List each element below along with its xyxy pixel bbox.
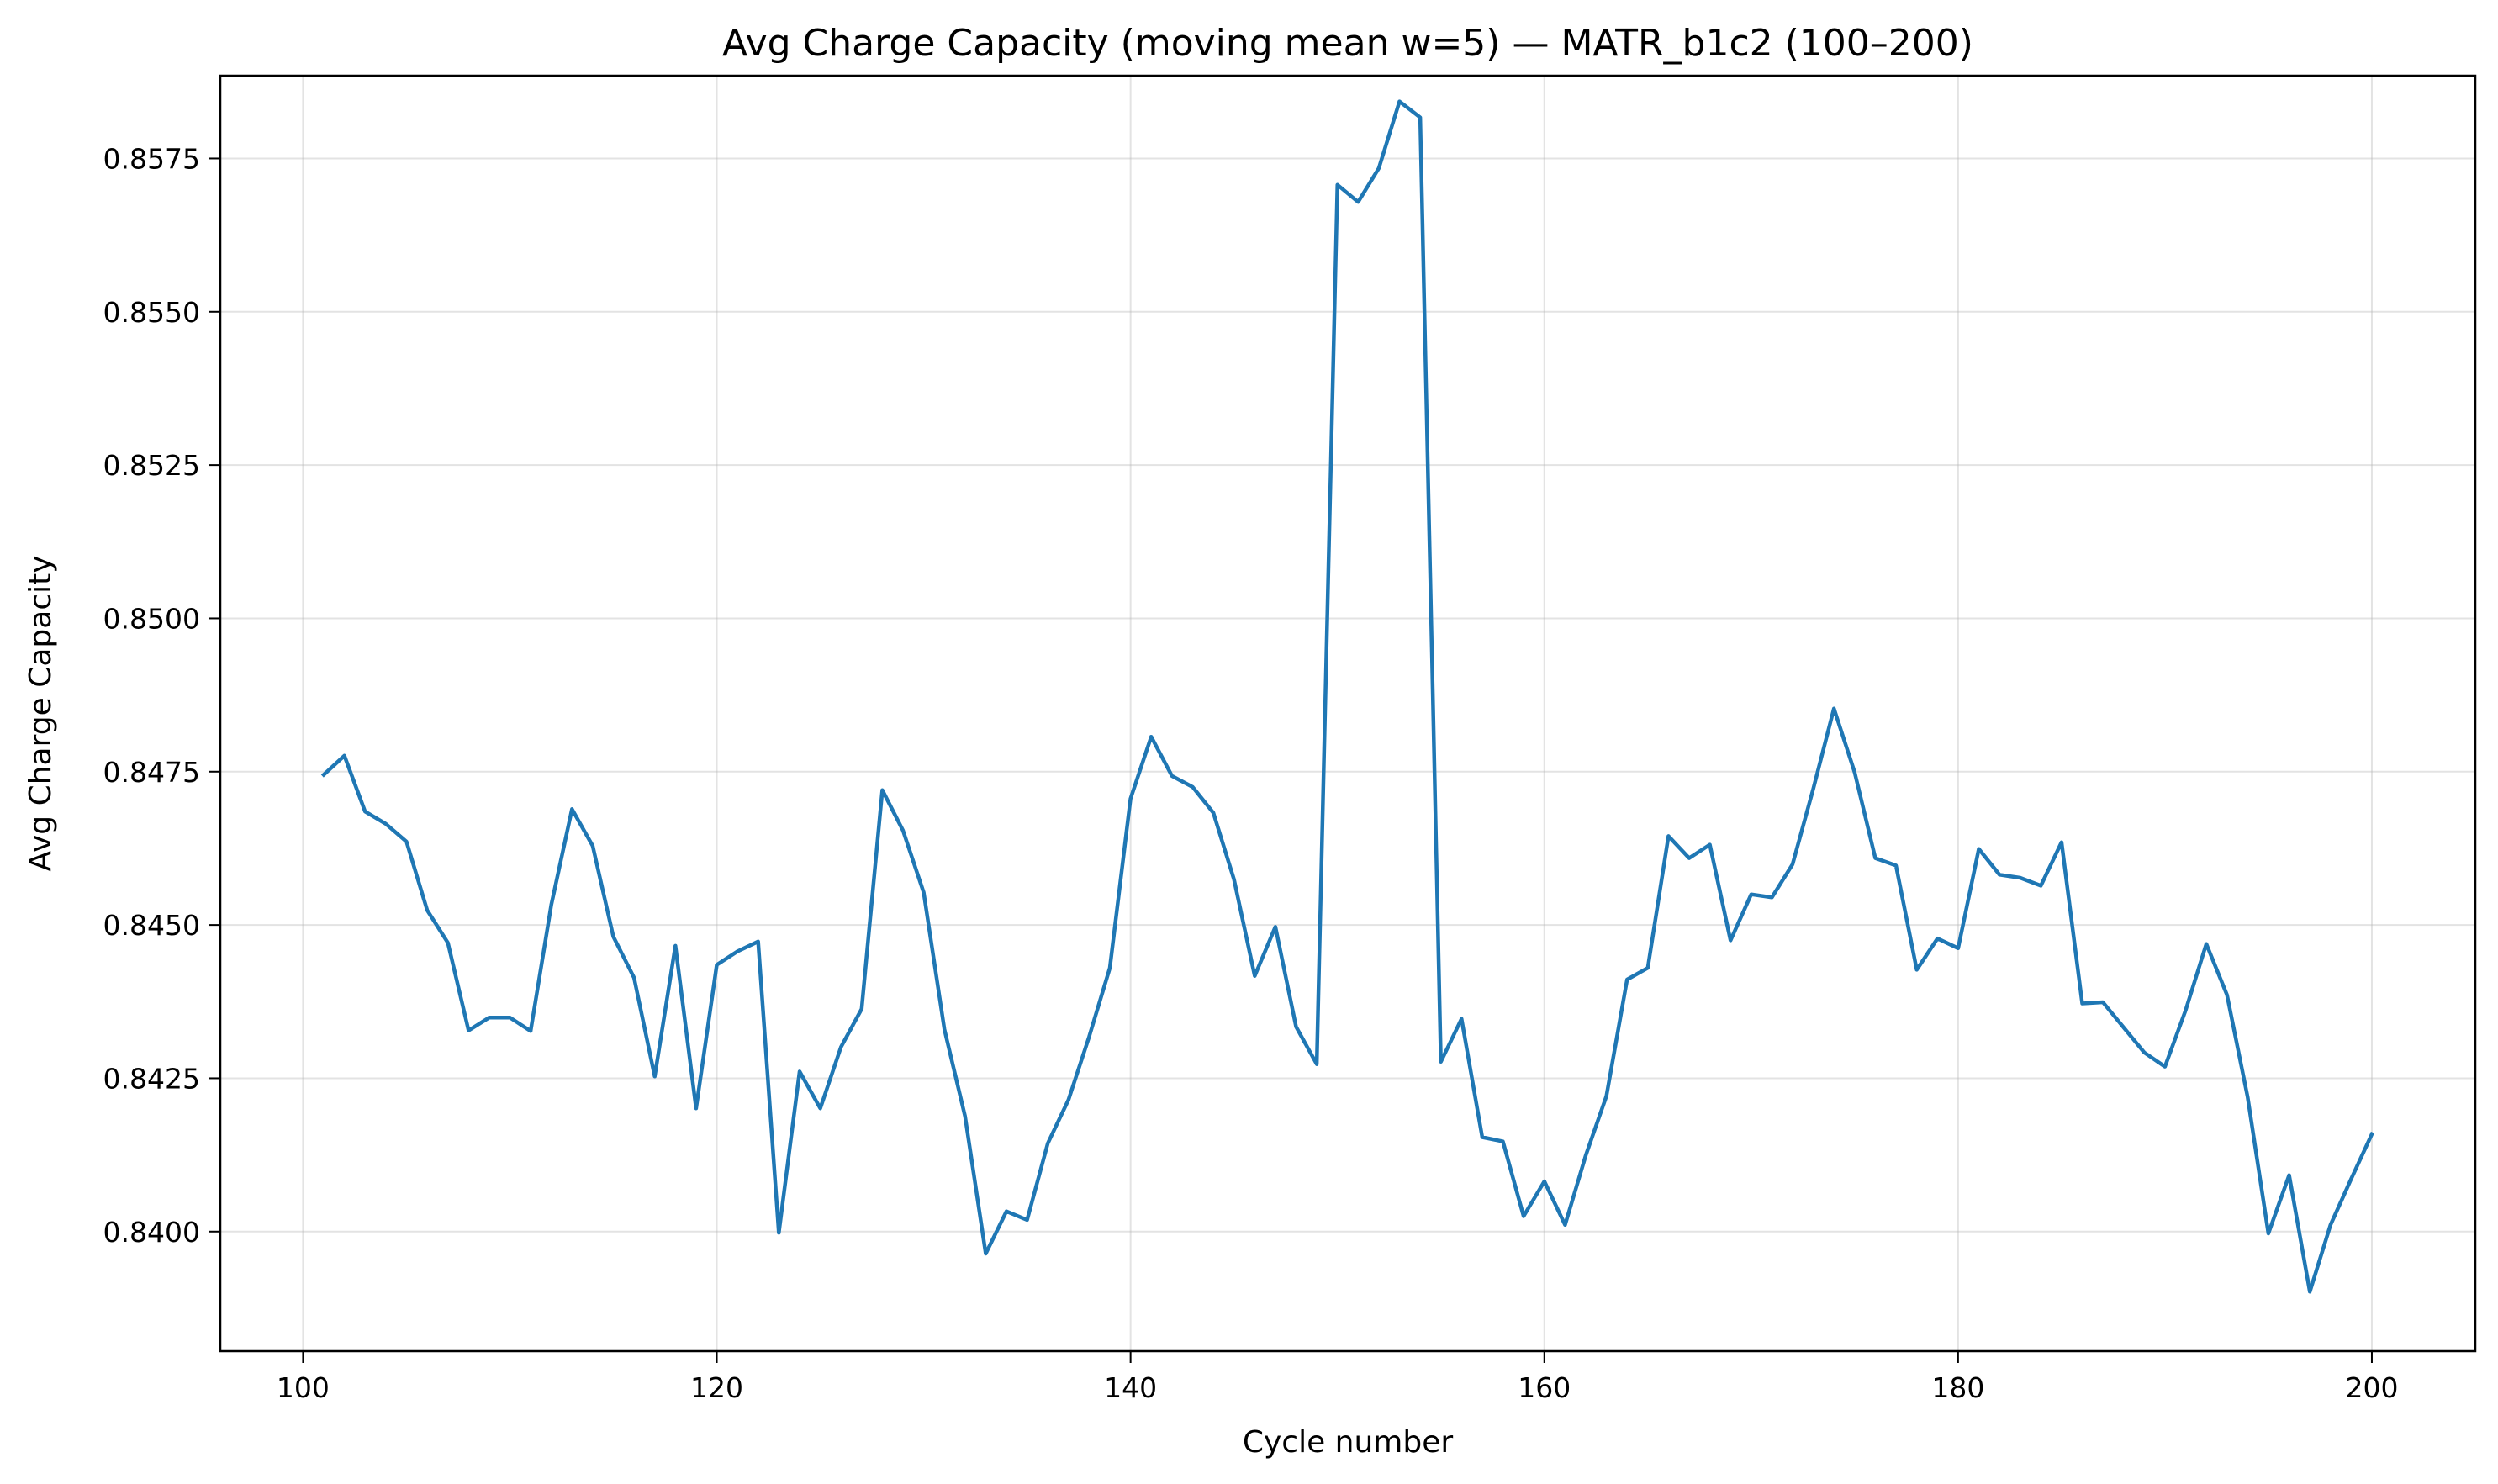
y-axis: 0.8400 0.8425 0.8450 0.8475 0.8500 0.8525 0.85… (103, 142, 220, 1249)
y-tick-label: 0.8400 (103, 1216, 200, 1249)
grid (220, 76, 2475, 1351)
x-tick-label: 180 (1931, 1371, 1984, 1404)
series-layer (320, 99, 2374, 1294)
x-axis: 100 120 140 160 180 200 (277, 1351, 2398, 1404)
x-tick-label: 140 (1104, 1371, 1157, 1404)
y-tick-label: 0.8425 (103, 1062, 200, 1095)
y-tick-label: 0.8575 (103, 142, 200, 175)
x-tick-label: 120 (690, 1371, 743, 1404)
y-tick-label: 0.8450 (103, 909, 200, 942)
x-tick-label: 160 (1518, 1371, 1571, 1404)
y-tick-label: 0.8525 (103, 449, 200, 482)
y-tick-label: 0.8550 (103, 296, 200, 329)
y-tick-label: 0.8475 (103, 756, 200, 789)
y-tick-label: 0.8500 (103, 602, 200, 635)
x-axis-label: Cycle number (1243, 1425, 1454, 1460)
plot-frame (219, 74, 2477, 1353)
x-tick-label: 200 (2345, 1371, 2398, 1404)
series-line (320, 99, 2374, 1294)
chart-title: Avg Charge Capacity (moving mean w=5) — … (722, 22, 1973, 65)
y-axis-label: Avg Charge Capacity (24, 555, 58, 871)
x-tick-label: 100 (277, 1371, 330, 1404)
